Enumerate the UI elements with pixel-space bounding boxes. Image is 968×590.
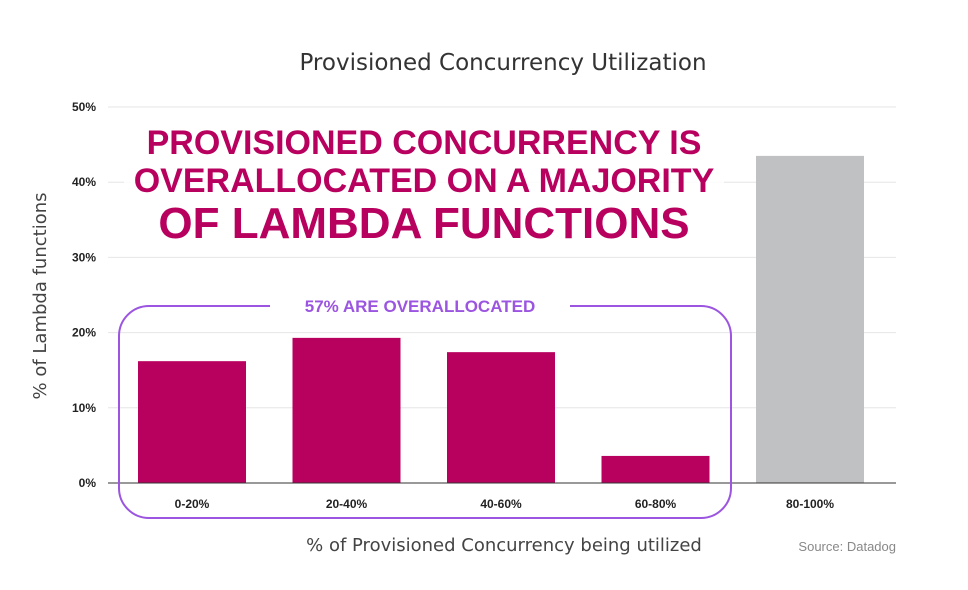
y-tick-labels: 0% 10% 20% 30% 40% 50% <box>72 100 96 490</box>
x-axis-label: % of Provisioned Concurrency being utili… <box>306 535 702 556</box>
headline-line-2: OVERALLOCATED ON A MAJORITY <box>134 162 715 200</box>
y-tick-label: 0% <box>79 476 97 490</box>
x-tick-label: 80-100% <box>786 497 834 511</box>
x-tick-label: 40-60% <box>480 497 522 511</box>
headline-line-3: OF LAMBDA FUNCTIONS <box>158 199 689 248</box>
bar-80-100 <box>756 155 864 483</box>
group-annotation: 57% ARE OVERALLOCATED <box>305 297 535 316</box>
y-axis-label-group: % of Lambda functions <box>30 193 51 400</box>
bar-40-60 <box>447 352 555 483</box>
bars <box>138 155 864 483</box>
y-axis-label: % of Lambda functions <box>30 193 51 400</box>
y-tick-label: 20% <box>72 326 96 340</box>
bar-60-80 <box>601 455 710 483</box>
source-note: Source: Datadog <box>798 539 896 554</box>
chart-title: Provisioned Concurrency Utilization <box>299 50 706 76</box>
x-tick-label: 0-20% <box>175 497 210 511</box>
bar-20-40 <box>292 337 401 483</box>
x-tick-label: 20-40% <box>326 497 368 511</box>
y-tick-label: 10% <box>72 401 96 415</box>
headline-line-1: PROVISIONED CONCURRENCY IS <box>147 124 702 162</box>
y-tick-label: 50% <box>72 100 96 114</box>
x-tick-labels: 0-20% 20-40% 40-60% 60-80% 80-100% <box>175 497 835 511</box>
y-tick-label: 30% <box>72 250 96 264</box>
y-tick-label: 40% <box>72 175 96 189</box>
bar-0-20 <box>138 361 246 483</box>
headline-background <box>124 116 724 248</box>
x-tick-label: 60-80% <box>635 497 677 511</box>
group-label-background <box>270 292 570 320</box>
